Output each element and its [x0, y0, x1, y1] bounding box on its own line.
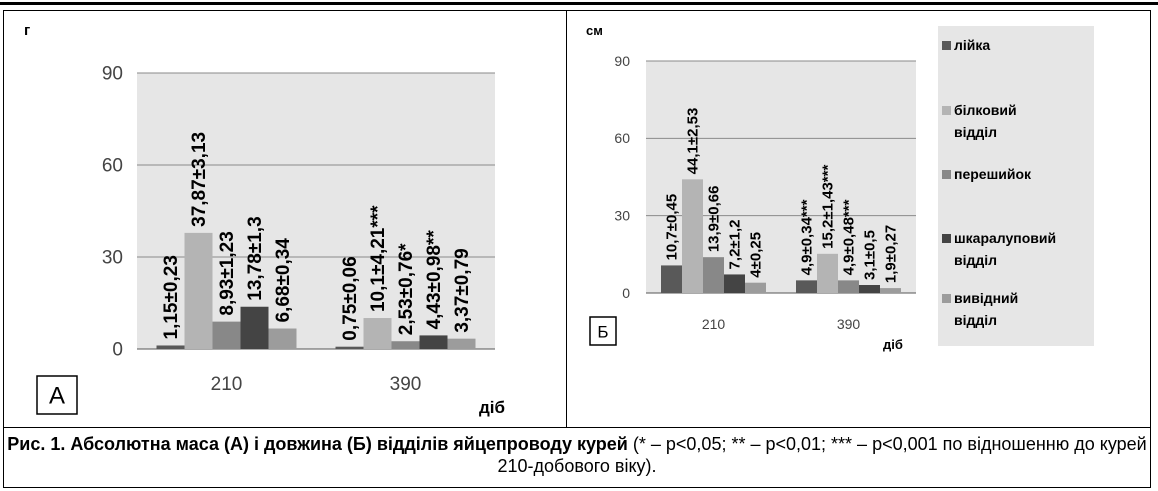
data-label: 13,78±1,3 [245, 216, 266, 300]
legend-label-line: відділ [954, 124, 997, 140]
x-axis-label: діб [479, 398, 505, 417]
data-label: 4,9±0,48*** [841, 199, 858, 275]
top-rule [0, 2, 1158, 5]
legend-label: перешийок [954, 166, 1032, 182]
data-label: 37,87±3,13 [189, 132, 210, 227]
bar [156, 345, 185, 349]
legend-label-line: лійка [954, 37, 990, 53]
y-tick-label: 0 [622, 285, 630, 301]
bar [391, 341, 420, 349]
bar [703, 257, 724, 293]
legend-label-line: відділ [954, 312, 997, 328]
data-label: 0,75±0,06 [340, 256, 361, 340]
data-label: 4,9±0,34*** [799, 199, 816, 275]
legend-label: лійка [954, 37, 990, 53]
bar [859, 285, 880, 293]
chart-panel-a: 0 30 60 90 1,15±0,23 37,87±3,13 8,93±1,23 13,78… [24, 22, 505, 417]
figure-frame [3, 10, 1151, 428]
x-tick-label: 390 [837, 316, 861, 332]
y-axis-label: см [586, 23, 603, 38]
legend-swatch [942, 234, 951, 243]
x-axis-label: діб [883, 337, 903, 352]
data-label: 10,1±4,21*** [368, 205, 389, 312]
data-label: 4±0,25 [748, 232, 765, 278]
y-tick-label: 60 [614, 130, 630, 146]
bar [335, 346, 364, 349]
legend-label-line: вивідний [954, 290, 1018, 306]
legend-box [938, 26, 1094, 346]
bar [745, 282, 766, 293]
legend-label-line: шкаралуповий [954, 230, 1056, 246]
x-tick-label: 390 [390, 374, 422, 395]
data-label: 44,1±2,53 [685, 108, 702, 175]
legend-swatch [942, 294, 951, 303]
legend-label-line: перешийок [954, 166, 1032, 182]
data-label: 6,68±0,34 [273, 238, 294, 323]
data-label: 4,43±0,98** [424, 230, 445, 330]
y-tick-label: 30 [614, 208, 630, 224]
data-label: 1,15±0,23 [161, 255, 182, 339]
y-tick-label: 0 [112, 340, 123, 361]
bar [661, 265, 682, 293]
bar [838, 280, 859, 293]
legend-label-line: відділ [954, 252, 997, 268]
y-tick-label: 60 [102, 156, 123, 177]
bar [419, 335, 448, 349]
bar [363, 318, 392, 349]
caption-note: (* – р<0,05; ** – р<0,01; *** – р<0,001 … [497, 434, 1147, 476]
bar [817, 253, 838, 293]
bar [240, 306, 269, 349]
legend-label: шкаралуповий відділ [954, 230, 1056, 268]
figure-caption: Рис. 1. Абсолютна маса (А) і довжина (Б)… [3, 428, 1151, 488]
legend-swatch [942, 170, 951, 179]
y-tick-label: 90 [614, 53, 630, 69]
x-tick-label: 210 [702, 316, 726, 332]
bar [184, 232, 213, 349]
bar [796, 280, 817, 293]
data-label: 10,7±0,45 [664, 194, 681, 261]
y-tick-label: 30 [102, 248, 123, 269]
panel-letter: Б [597, 322, 608, 341]
legend-label: білковий відділ [954, 102, 1017, 140]
panel-letter-box [36, 375, 78, 415]
data-label: 2,53±0,76* [396, 243, 417, 335]
legend-label: вивідний відділ [954, 290, 1018, 328]
y-axis-label: г [24, 22, 30, 39]
data-label: 3,1±0,5 [862, 230, 879, 280]
panel-divider [566, 10, 567, 428]
y-tick-label: 90 [102, 64, 123, 85]
legend-swatch [942, 41, 951, 50]
legend-label-line: білковий [954, 102, 1017, 118]
bar [724, 274, 745, 293]
bar [268, 328, 297, 349]
data-label: 8,93±1,23 [217, 231, 238, 315]
bar [212, 321, 241, 349]
x-tick-label: 210 [211, 374, 243, 395]
data-label: 13,9±0,66 [706, 186, 723, 253]
panel-letter: А [49, 383, 65, 410]
data-label: 3,37±0,79 [452, 248, 473, 332]
data-label: 1,9±0,27 [883, 225, 900, 283]
data-label: 15,2±1,43*** [820, 165, 837, 249]
bar [880, 288, 901, 293]
caption-title: Рис. 1. Абсолютна маса (А) і довжина (Б)… [7, 434, 628, 454]
data-label: 7,2±1,2 [727, 220, 744, 270]
panel-letter-box [589, 316, 617, 346]
bar [447, 338, 476, 349]
bar [682, 179, 703, 293]
legend-swatch [942, 106, 951, 115]
